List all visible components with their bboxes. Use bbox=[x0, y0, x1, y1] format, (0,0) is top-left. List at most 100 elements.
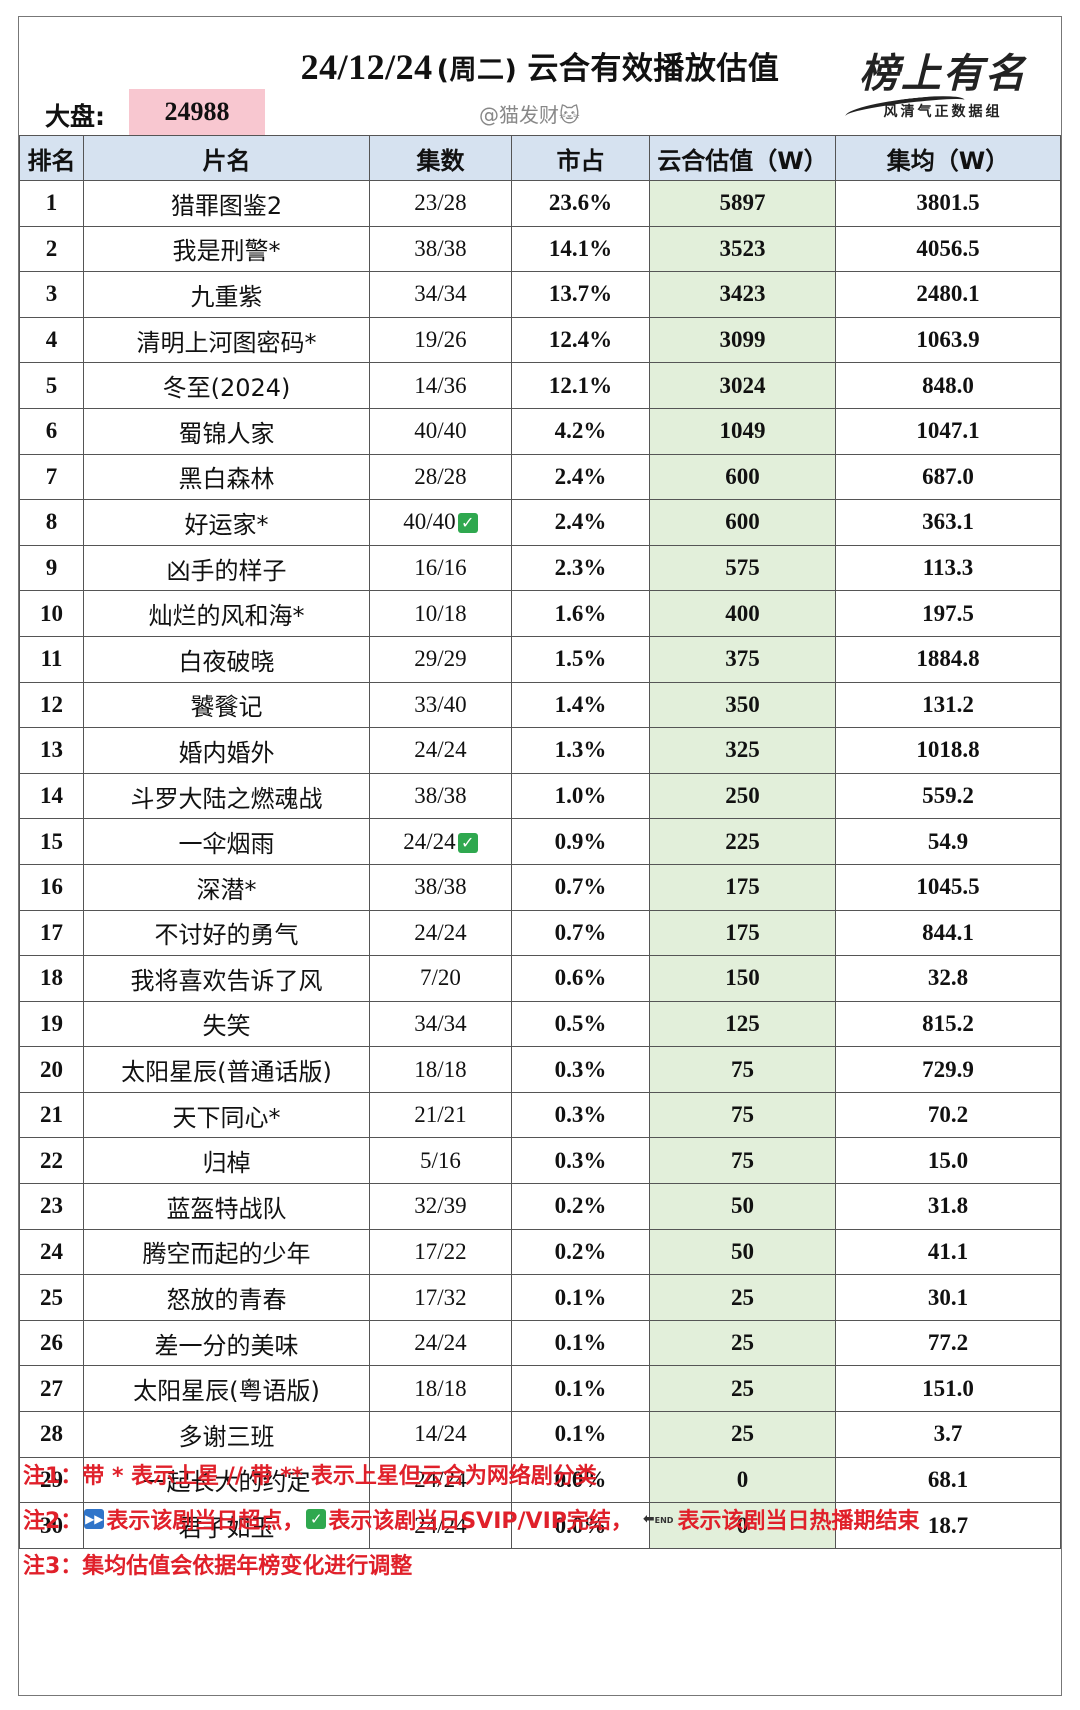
check-mark-icon: ✓ bbox=[457, 513, 478, 534]
cell-rank: 24 bbox=[19, 1228, 84, 1276]
table-row: 11 白夜破晓 29/29 1.5% 375 1884.8 bbox=[19, 635, 1061, 683]
cell-rank: 18 bbox=[19, 955, 84, 1002]
cell-average: 3.7 bbox=[835, 1411, 1061, 1458]
table-row: 6 蜀锦人家 40/40 4.2% 1049 1047.1 bbox=[19, 407, 1061, 455]
cell-name: 九重紫 bbox=[83, 271, 370, 318]
table-row: 8 好运家* 40/40 ✓ 2.4% 600 363.1 bbox=[19, 499, 1061, 546]
cell-episodes: 33/40 bbox=[369, 681, 512, 729]
cell-average: 1018.8 bbox=[835, 727, 1061, 774]
page-title: 24/12/24 (周二) 云合有效播放估值 bbox=[19, 43, 1061, 88]
table-row: 1 猎罪图鉴2 23/28 23.6% 5897 3801.5 bbox=[19, 180, 1061, 227]
cell-rank: 11 bbox=[19, 635, 84, 683]
cell-average: 18.7 bbox=[835, 1502, 1061, 1549]
cell-average: 3801.5 bbox=[835, 180, 1061, 227]
cell-rank: 25 bbox=[19, 1274, 84, 1321]
cell-average: 30.1 bbox=[835, 1274, 1061, 1321]
end-arrow-icon: ⬅END bbox=[642, 1510, 674, 1527]
cell-rank: 1 bbox=[19, 180, 84, 227]
cell-share: 0.0% bbox=[511, 1456, 650, 1504]
cell-name: 冬至(2024) bbox=[83, 362, 370, 409]
cell-rank: 12 bbox=[19, 681, 84, 729]
cell-episodes: 34/34 bbox=[369, 1000, 512, 1048]
cell-name: 灿烂的风和海* bbox=[83, 590, 370, 637]
cell-episodes: 40/40 bbox=[369, 407, 512, 455]
cell-estimate: 5897 bbox=[649, 180, 836, 227]
cell-episodes: 18/18 bbox=[369, 1046, 512, 1093]
table-row: 12 饕餮记 33/40 1.4% 350 131.2 bbox=[19, 681, 1061, 729]
cell-episodes: 38/38 bbox=[369, 863, 512, 911]
cell-episodes: 28/28 bbox=[369, 453, 512, 501]
cell-estimate: 25 bbox=[649, 1365, 836, 1413]
cell-name: 腾空而起的少年 bbox=[83, 1228, 370, 1276]
cell-share: 14.1% bbox=[511, 225, 650, 273]
cell-episodes: 7/20 bbox=[369, 955, 512, 1002]
notes-section: 注1：带 * 表示上星 // 带 ** 表示上星但云合为网络剧分类 注2： ▶▶ 表… bbox=[19, 1451, 1060, 1586]
cell-rank: 6 bbox=[19, 407, 84, 455]
cell-estimate: 175 bbox=[649, 863, 836, 911]
cell-average: 729.9 bbox=[835, 1046, 1061, 1093]
cell-average: 815.2 bbox=[835, 1000, 1061, 1048]
cell-average: 113.3 bbox=[835, 544, 1061, 592]
cell-share: 0.1% bbox=[511, 1319, 650, 1367]
cell-share: 1.6% bbox=[511, 590, 650, 637]
cell-name: 我是刑警* bbox=[83, 225, 370, 273]
cell-rank: 2 bbox=[19, 225, 84, 273]
table-row: 15 一伞烟雨 24/24 ✓ 0.9% 225 54.9 bbox=[19, 818, 1061, 865]
table-row: 20 太阳星辰(普通话版) 18/18 0.3% 75 729.9 bbox=[19, 1046, 1061, 1093]
table-row: 13 婚内婚外 24/24 1.3% 325 1018.8 bbox=[19, 727, 1061, 774]
cell-average: 687.0 bbox=[835, 453, 1061, 501]
cell-episodes: 17/22 bbox=[369, 1228, 512, 1276]
col-header-name: 片名 bbox=[83, 135, 370, 181]
cell-episodes: 18/18 bbox=[369, 1365, 512, 1413]
cell-share: 0.7% bbox=[511, 909, 650, 957]
cell-average: 151.0 bbox=[835, 1365, 1061, 1413]
cell-average: 41.1 bbox=[835, 1228, 1061, 1276]
title-text: 云合有效播放估值 bbox=[527, 51, 780, 87]
play-forward-icon: ▶▶ bbox=[84, 1508, 105, 1529]
table-row: 21 天下同心* 21/21 0.3% 75 70.2 bbox=[19, 1091, 1061, 1139]
cell-share: 1.5% bbox=[511, 635, 650, 683]
cell-share: 1.0% bbox=[511, 772, 650, 820]
cell-name: 好运家* bbox=[83, 499, 370, 546]
cell-episodes: 29/29 bbox=[369, 635, 512, 683]
cell-share: 0.1% bbox=[511, 1365, 650, 1413]
cell-rank: 16 bbox=[19, 863, 84, 911]
cell-average: 31.8 bbox=[835, 1183, 1061, 1230]
cell-episodes: 34/34 bbox=[369, 271, 512, 318]
check-mark-icon: ✓ bbox=[457, 832, 478, 853]
cell-estimate: 250 bbox=[649, 772, 836, 820]
cell-share: 12.1% bbox=[511, 362, 650, 409]
cell-estimate: 0 bbox=[649, 1456, 836, 1504]
table-row: 26 差一分的美味 24/24 0.1% 25 77.2 bbox=[19, 1319, 1061, 1367]
note-2-prefix: 注2： bbox=[23, 1508, 83, 1534]
cell-name: 一伞烟雨 bbox=[83, 818, 370, 865]
logo-text: 榜上有名 bbox=[859, 50, 1027, 97]
col-header-share: 市占 bbox=[511, 135, 650, 181]
cell-share: 2.4% bbox=[511, 453, 650, 501]
cell-estimate: 125 bbox=[649, 1000, 836, 1048]
cell-name: 斗罗大陆之燃魂战 bbox=[83, 772, 370, 820]
cell-share: 12.4% bbox=[511, 316, 650, 364]
cell-rank: 14 bbox=[19, 772, 84, 820]
cell-average: 363.1 bbox=[835, 499, 1061, 546]
table-row: 23 蓝盔特战队 32/39 0.2% 50 31.8 bbox=[19, 1183, 1061, 1230]
title-weekday: (周二) bbox=[436, 55, 518, 86]
table-header-row: 排名 片名 集数 市占 云合估值（W） 集均（W） bbox=[19, 135, 1061, 181]
cell-episodes: 38/38 bbox=[369, 772, 512, 820]
cell-estimate: 25 bbox=[649, 1274, 836, 1321]
cell-estimate: 0 bbox=[649, 1502, 836, 1549]
cell-average: 844.1 bbox=[835, 909, 1061, 957]
col-header-estimate: 云合估值（W） bbox=[649, 135, 836, 181]
cell-share: 1.4% bbox=[511, 681, 650, 729]
cell-estimate: 600 bbox=[649, 499, 836, 546]
cell-estimate: 225 bbox=[649, 818, 836, 865]
cell-estimate: 50 bbox=[649, 1183, 836, 1230]
table-row: 17 不讨好的勇气 24/24 0.7% 175 844.1 bbox=[19, 909, 1061, 957]
cell-episodes: 16/16 bbox=[369, 544, 512, 592]
table-row: 29 一起长大的约定 24/24 0.0% 0 68.1 bbox=[19, 1456, 1061, 1504]
cell-share: 4.2% bbox=[511, 407, 650, 455]
cell-share: 2.4% bbox=[511, 499, 650, 546]
table-row: 2 我是刑警* 38/38 14.1% 3523 4056.5 bbox=[19, 225, 1061, 273]
col-header-rank: 排名 bbox=[19, 135, 84, 181]
cell-average: 4056.5 bbox=[835, 225, 1061, 273]
